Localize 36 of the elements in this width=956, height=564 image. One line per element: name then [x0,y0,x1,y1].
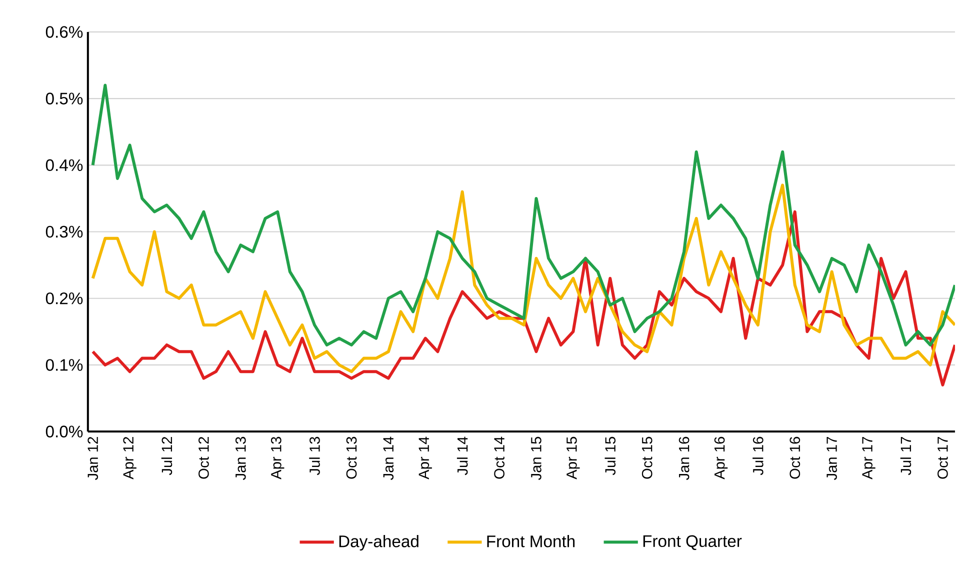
y-tick-label: 0.1% [46,358,83,371]
x-tick-label: Jul 12 [161,436,172,475]
x-tick-label: Oct 13 [346,436,357,479]
x-tick-label: Apr 17 [862,436,876,480]
legend-label: Front Month [487,534,575,548]
y-tick-label: 0.2% [46,292,83,304]
x-tick-label: Oct 12 [198,436,209,479]
y-tick-label: 0.0% [46,425,83,438]
line-series [91,183,956,373]
legend-label: Front Quarter [643,535,742,550]
x-tick-label: Oct 17 [938,436,948,479]
x-tick-label: Jan 12 [88,436,98,480]
x-tick-label: Apr 13 [270,436,284,480]
y-tick-label: 0.4% [46,159,83,171]
x-tick-label: Jan 16 [678,436,690,480]
x-tick-label: Oct 14 [494,436,504,479]
x-tick-label: Apr 16 [714,436,728,480]
legend-label: Day-ahead [339,534,418,550]
x-tick-label: Jan 15 [531,436,542,480]
x-tick-label: Apr 12 [123,436,136,480]
x-tick-label: Jul 16 [752,436,764,475]
line-series [91,84,956,346]
x-tick-label: Jul 15 [604,436,616,475]
x-tick-label: Jul 14 [456,436,468,475]
x-tick-label: Jul 17 [900,436,912,475]
y-tick-label: 0.6% [46,26,83,38]
x-tick-label: Jul 13 [309,436,320,475]
y-tick-label: 0.3% [46,226,83,238]
x-tick-label: Jan 13 [235,436,246,480]
x-tick-label: Apr 14 [418,436,432,480]
x-tick-label: Oct 15 [642,436,652,479]
x-tick-label: Oct 16 [790,436,800,479]
x-tick-label: Jan 14 [383,436,394,480]
x-tick-label: Apr 15 [566,436,580,480]
y-tick-label: 0.5% [46,92,83,104]
x-tick-label: Jan 17 [826,436,837,480]
